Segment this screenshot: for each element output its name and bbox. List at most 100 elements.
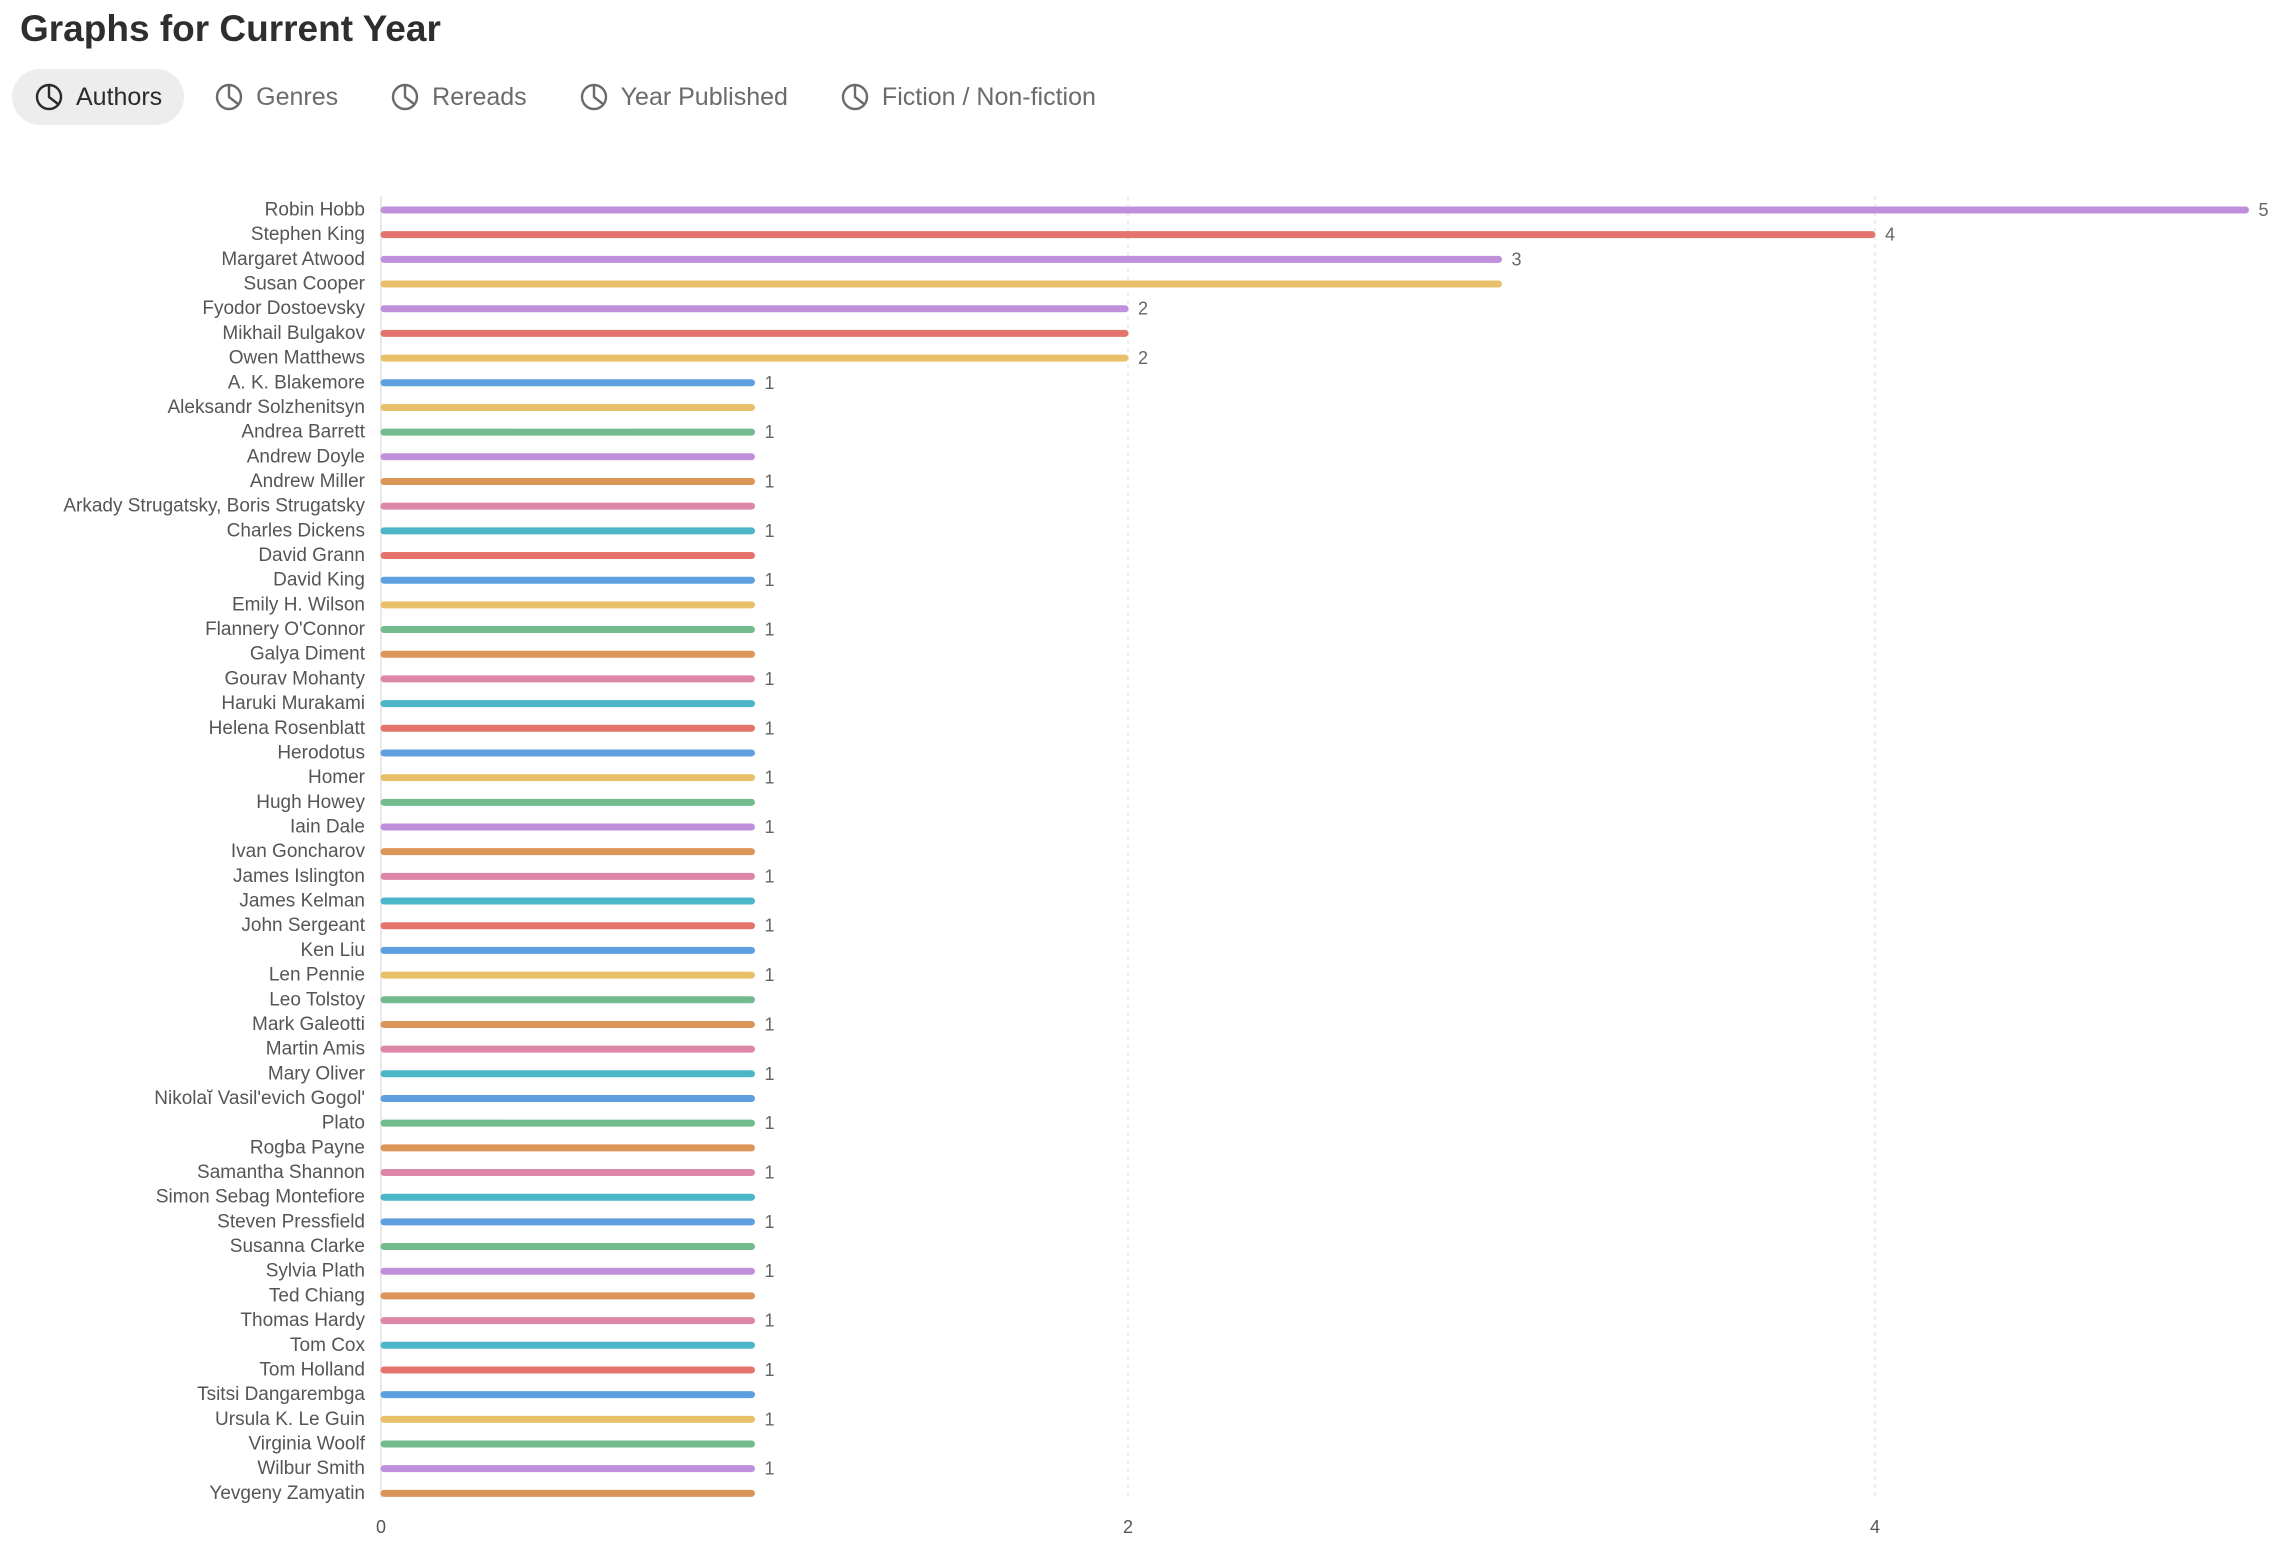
category-label: Susanna Clarke [230,1236,365,1257]
data-label: 1 [765,1014,775,1034]
data-label: 5 [2259,200,2269,220]
category-label: Ken Liu [301,940,365,961]
category-label: David King [273,570,365,591]
category-label: Samantha Shannon [197,1162,365,1183]
tab-genres[interactable]: Genres [192,69,360,125]
category-label: Ted Chiang [269,1285,365,1306]
category-label: Thomas Hardy [240,1310,365,1331]
category-label: Rogba Payne [250,1137,365,1158]
category-label: Owen Matthews [229,348,365,369]
category-label: Virginia Woolf [248,1434,365,1455]
data-label: 2 [1138,348,1148,368]
category-label: Arkady Strugatsky, Boris Strugatsky [63,496,365,517]
pie-chart-icon [390,82,420,112]
data-label: 1 [765,965,775,985]
pie-chart-icon [34,82,64,112]
category-label: Galya Diment [250,644,366,665]
x-tick-label: 0 [376,1517,386,1537]
data-label: 3 [1512,249,1522,269]
category-label: Hugh Howey [256,792,365,813]
category-label: Andrew Doyle [247,446,365,467]
category-label: Gourav Mohanty [225,668,366,689]
category-label: James Kelman [239,891,365,912]
tab-fiction-nonfiction[interactable]: Fiction / Non-fiction [818,69,1118,125]
category-label: Herodotus [277,742,365,763]
tab-label: Year Published [620,82,788,111]
category-label: Martin Amis [266,1039,365,1060]
tab-authors[interactable]: Authors [12,69,185,125]
category-label: Tsitsi Dangarembga [197,1384,365,1405]
data-label: 1 [765,1064,775,1084]
category-label: Yevgeny Zamyatin [209,1483,365,1504]
data-label: 1 [765,669,775,689]
tab-rereads[interactable]: Rereads [368,69,549,125]
category-label: Tom Cox [290,1335,365,1356]
data-label: 1 [765,768,775,788]
category-label: Iain Dale [290,817,365,838]
data-label: 1 [765,1212,775,1232]
category-label: Robin Hobb [265,200,365,221]
x-tick-label: 4 [1870,1517,1880,1537]
category-label: Helena Rosenblatt [209,718,366,739]
data-label: 1 [765,916,775,936]
data-label: 1 [765,620,775,640]
data-label: 4 [1885,225,1895,245]
category-label: Ivan Goncharov [231,841,366,862]
category-label: Len Pennie [269,965,365,986]
data-label: 1 [765,471,775,491]
category-label: A. K. Blakemore [228,372,365,393]
pie-chart-icon [840,82,870,112]
category-label: John Sergeant [241,915,365,936]
data-label: 1 [765,373,775,393]
tab-label: Fiction / Non-fiction [881,82,1096,111]
category-label: Margaret Atwood [221,249,365,270]
category-label: Wilbur Smith [257,1458,365,1479]
category-label: Fyodor Dostoevsky [202,298,365,319]
data-label: 1 [765,422,775,442]
category-label: Mark Galeotti [252,1014,365,1035]
page-title: Graphs for Current Year [20,8,441,49]
pie-chart-icon [214,82,244,112]
tab-year-published[interactable]: Year Published [557,69,810,125]
category-label: Stephen King [251,224,365,245]
tab-label: Genres [256,82,339,111]
category-label: Steven Pressfield [217,1211,365,1232]
authors-bar-chart: 0 2 4 Robin Hobb 5 Stephen King 4 Margaret Atwo… [63,196,2269,1537]
category-label: Charles Dickens [227,520,365,541]
chart-tabs: Authors Genres Rereads Year Published Fi… [12,69,1118,125]
data-label: 1 [765,718,775,738]
category-label: Flannery O'Connor [205,619,366,640]
category-label: Mary Oliver [268,1063,366,1084]
data-label: 1 [765,570,775,590]
category-label: Emily H. Wilson [232,594,365,615]
category-label: Susan Cooper [244,274,366,295]
category-label: Tom Holland [259,1359,365,1380]
category-label: Nikolaĭ Vasilʹevich Gogolʹ [154,1088,365,1109]
data-label: 1 [765,1311,775,1331]
data-label: 1 [765,1261,775,1281]
category-label: Mikhail Bulgakov [222,323,365,344]
category-label: Haruki Murakami [221,693,365,714]
category-label: Homer [308,767,366,788]
data-label: 1 [765,1163,775,1183]
data-label: 1 [765,521,775,541]
tab-label: Rereads [432,82,527,111]
category-label: Plato [322,1113,365,1134]
category-label: Leo Tolstoy [269,989,365,1010]
category-label: Aleksandr Solzhenitsyn [168,397,366,418]
x-tick-label: 2 [1123,1517,1133,1537]
category-label: Andrew Miller [250,471,366,492]
category-label: Ursula K. Le Guin [215,1409,365,1430]
data-label: 1 [765,1360,775,1380]
data-label: 1 [765,1113,775,1133]
data-label: 2 [1138,299,1148,319]
pie-chart-icon [579,82,609,112]
data-label: 1 [765,866,775,886]
category-label: David Grann [258,545,365,566]
data-label: 1 [765,1409,775,1429]
data-label: 1 [765,817,775,837]
category-label: Andrea Barrett [241,422,365,443]
category-label: Simon Sebag Montefiore [156,1187,365,1208]
tab-label: Authors [76,82,163,111]
category-label: James Islington [233,866,365,887]
